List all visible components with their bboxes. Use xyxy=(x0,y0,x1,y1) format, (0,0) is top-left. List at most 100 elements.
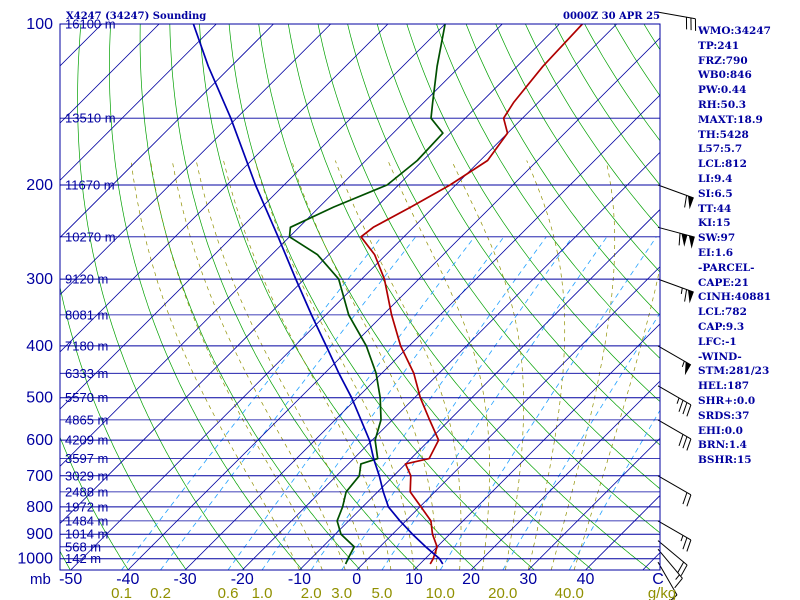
temperature-tick-label: 10 xyxy=(405,571,423,588)
isotherm-line xyxy=(413,323,660,570)
moist-adiabat xyxy=(334,160,462,570)
dry-adiabat xyxy=(109,24,303,570)
barb-pennant xyxy=(687,195,694,210)
barb-flag xyxy=(682,537,688,550)
height-label: 11670 m xyxy=(65,177,115,192)
index-22: LFC:-1 xyxy=(698,335,737,348)
index-23: -WIND- xyxy=(698,350,742,363)
wind-barb xyxy=(657,561,678,600)
barb-flag xyxy=(686,494,692,507)
index-10: LCL:812 xyxy=(698,158,747,171)
height-label: 1484 m xyxy=(65,513,108,528)
barb-flag xyxy=(678,434,684,447)
plot-frame xyxy=(59,23,661,571)
moist-adiabat xyxy=(526,160,566,570)
temperature-tick-label: -10 xyxy=(288,571,311,588)
index-12: SI:6.5 xyxy=(698,187,733,200)
wind-barb xyxy=(657,520,692,552)
temperature-tick-label: 20 xyxy=(462,571,480,588)
barb-staff xyxy=(657,475,692,496)
isotherm-line xyxy=(299,208,660,570)
index-27: SRDS:37 xyxy=(698,409,750,422)
height-label: 142 m xyxy=(65,551,101,566)
isobar-lines xyxy=(60,24,660,570)
isotherm-line xyxy=(470,380,660,570)
dewpoint-line xyxy=(288,24,446,565)
wind-barb xyxy=(657,184,694,210)
isotherm-line xyxy=(60,24,331,296)
adiabat-lines xyxy=(60,24,660,570)
barb-staff xyxy=(657,278,694,293)
wind-barb xyxy=(657,475,692,507)
barb-flag xyxy=(670,594,678,600)
isotherm-line xyxy=(127,37,660,570)
index-14: KI:15 xyxy=(698,217,731,230)
barb-flag xyxy=(678,400,684,412)
barb-staff xyxy=(657,419,692,440)
mixing-ratio-label: 1.0 xyxy=(252,585,273,600)
pressure-tick-label: 500 xyxy=(26,390,53,407)
barb-staff xyxy=(657,345,692,366)
mixing-ratio-line xyxy=(439,236,657,570)
moist-adiabat xyxy=(451,160,524,570)
barb-staff xyxy=(657,385,692,406)
isotherm-line xyxy=(356,266,660,570)
dry-adiabat xyxy=(347,24,660,490)
dry-adiabat xyxy=(77,24,245,570)
barb-flag xyxy=(684,289,688,302)
isotherm-line xyxy=(60,24,446,410)
barb-pennant xyxy=(687,290,694,304)
pressure-tick-label: 200 xyxy=(26,177,53,194)
dry-adiabat xyxy=(465,24,660,316)
moist-adiabat xyxy=(223,160,392,570)
wind-barb xyxy=(657,226,695,249)
isotherm-line xyxy=(60,24,217,181)
wind-barb xyxy=(657,278,694,304)
temperature-tick-label: 30 xyxy=(519,571,537,588)
index-29: BRN:1.4 xyxy=(698,439,747,452)
index-6: RH:50.3 xyxy=(698,98,747,111)
isotherm-line xyxy=(528,437,660,570)
parcel-line xyxy=(192,24,444,565)
height-label: 4865 m xyxy=(65,412,108,427)
isotherm-line xyxy=(60,24,503,467)
height-label: 8081 m xyxy=(65,307,108,322)
index-16: EI:1.6 xyxy=(698,246,734,259)
barb-flag xyxy=(680,564,688,576)
mixing-ratio-label: 40.0 xyxy=(555,585,584,600)
mixing-ratio-label: 2.0 xyxy=(301,585,322,600)
index-30: BSHR:15 xyxy=(698,454,752,467)
height-label: 7180 m xyxy=(65,338,108,353)
dry-adiabat xyxy=(406,24,660,403)
barb-staff xyxy=(657,561,678,596)
height-label: 4209 m xyxy=(65,433,108,448)
wind-barbs xyxy=(657,11,697,600)
height-label: 1014 m xyxy=(65,527,108,542)
index-13: TT:44 xyxy=(698,202,732,215)
isotherm-line xyxy=(60,24,160,124)
wind-barb xyxy=(657,548,683,589)
wind-barb xyxy=(657,540,688,576)
barb-half-flag xyxy=(681,360,685,368)
dry-adiabat xyxy=(228,24,535,570)
moist-adiabat xyxy=(254,160,415,570)
mixing-ratio-label: 0.6 xyxy=(218,585,239,600)
barb-flag xyxy=(678,233,681,246)
station-title: X4247 (34247) Sounding xyxy=(66,11,207,22)
index-24: STM:281/23 xyxy=(698,365,770,378)
mixing-ratio-line xyxy=(341,236,573,570)
isotherm-line xyxy=(0,24,45,570)
barb-half-flag xyxy=(680,535,684,542)
barb-staff xyxy=(657,226,695,238)
wind-barb xyxy=(657,11,697,31)
height-label: 3597 m xyxy=(65,451,108,466)
isotherm-line xyxy=(60,24,274,239)
dry-adiabat xyxy=(317,24,660,534)
index-7: MAXT:18.9 xyxy=(698,113,763,126)
moist-adiabat xyxy=(573,266,660,570)
height-label: 1972 m xyxy=(65,499,108,514)
barb-flag xyxy=(677,561,685,573)
mixing-ratio-lines xyxy=(121,236,660,570)
pressure-unit-label: mb xyxy=(30,571,51,588)
